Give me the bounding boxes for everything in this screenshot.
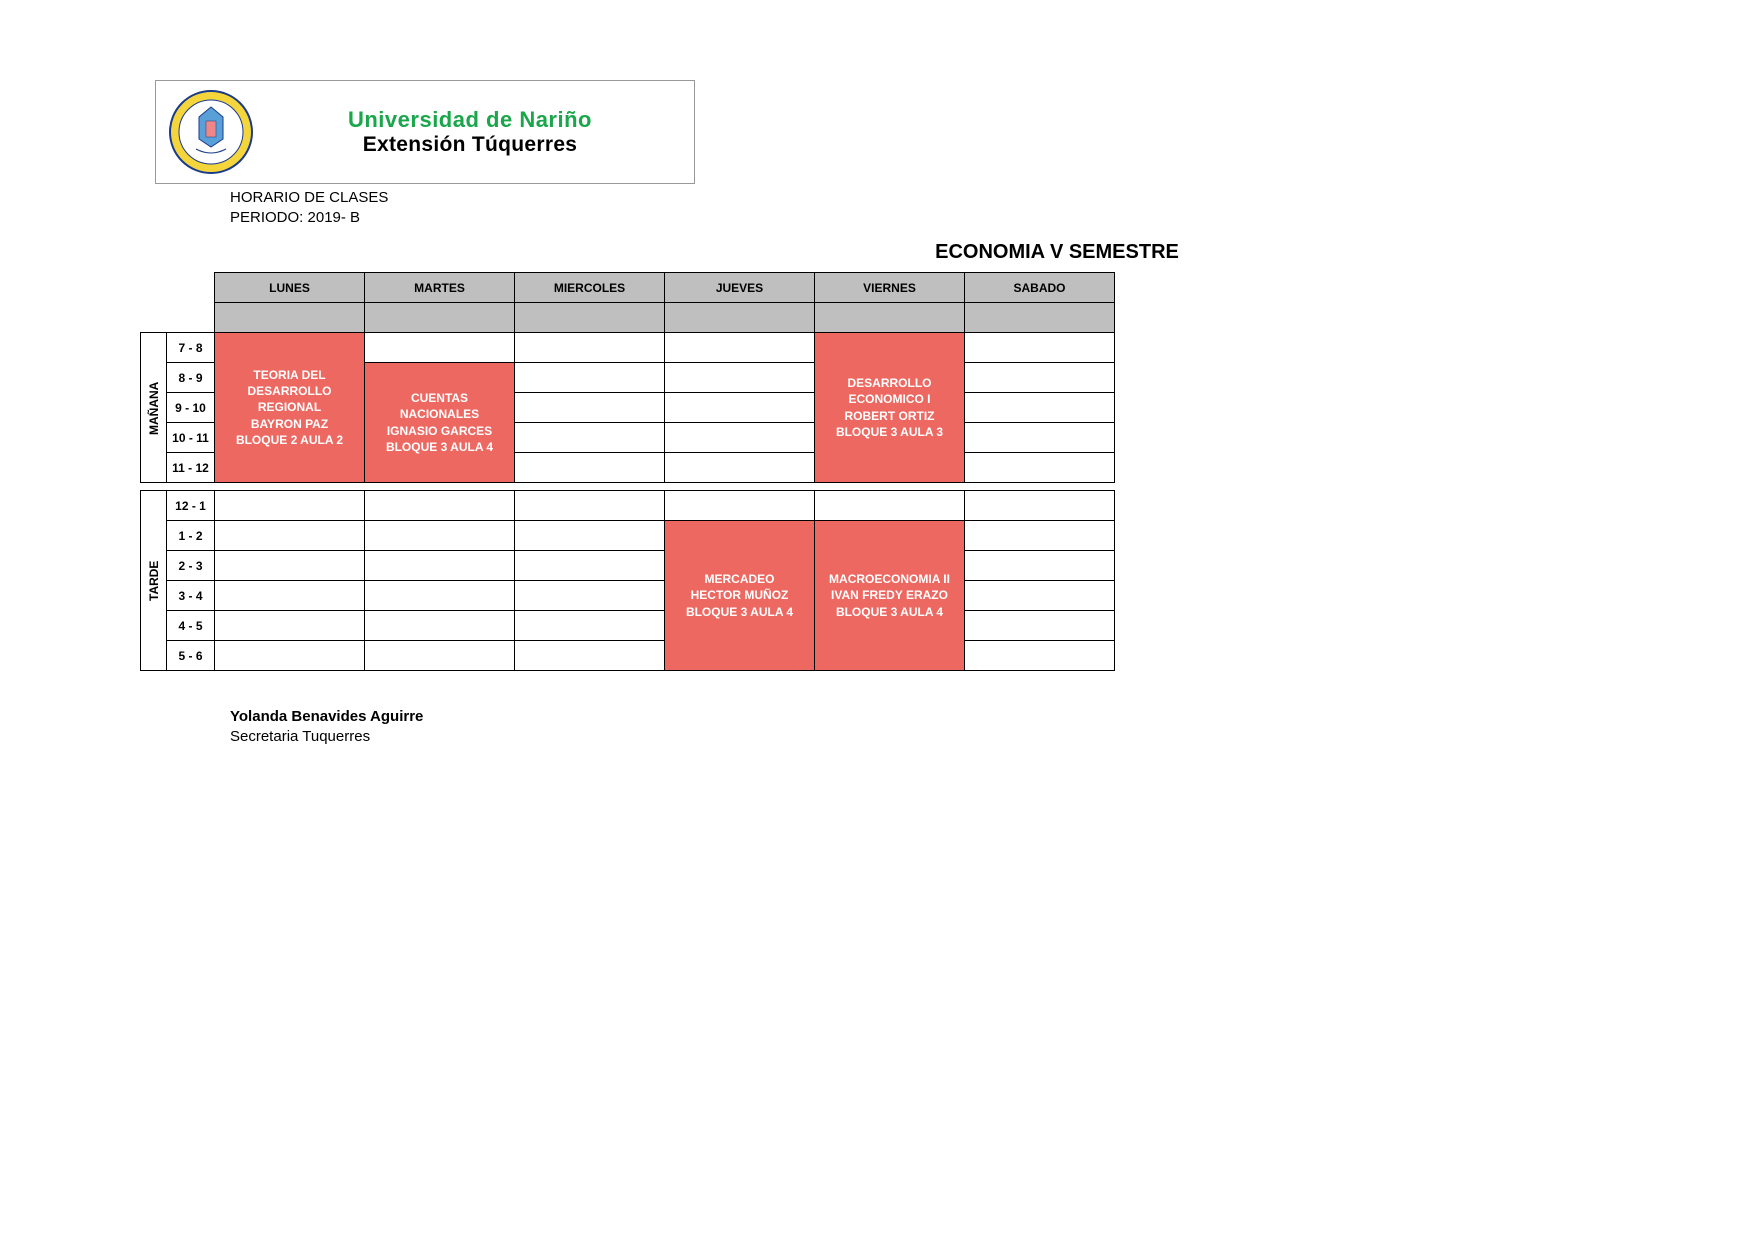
day-header: MIERCOLES — [515, 273, 665, 303]
schedule-title: ECONOMIA V SEMESTRE — [140, 241, 1614, 264]
header-box: Universidad de Nariño Extensión Túquerre… — [155, 80, 695, 184]
schedule-meta: HORARIO DE CLASES PERIODO: 2019- B — [230, 188, 1614, 227]
time-slot: 9 - 10 — [167, 393, 215, 423]
day-header: VIERNES — [815, 273, 965, 303]
class-block-teoria: TEORIA DEL DESARROLLO REGIONALBAYRON PAZ… — [215, 333, 365, 483]
university-name: Universidad de Nariño — [256, 107, 684, 133]
day-header: LUNES — [215, 273, 365, 303]
time-slot: 4 - 5 — [167, 611, 215, 641]
signer-role: Secretaria Tuquerres — [230, 727, 1614, 747]
time-slot: 1 - 2 — [167, 521, 215, 551]
extension-name: Extensión Túquerres — [256, 133, 684, 157]
class-block-mercadeo: MERCADEOHECTOR MUÑOZBLOQUE 3 AULA 4 — [665, 521, 815, 671]
time-slot: 10 - 11 — [167, 423, 215, 453]
session-label-morning: MAÑANA — [141, 333, 167, 483]
day-header: JUEVES — [665, 273, 815, 303]
schedule-table: LUNES MARTES MIERCOLES JUEVES VIERNES SA… — [140, 272, 1115, 671]
time-slot: 8 - 9 — [167, 363, 215, 393]
header-titles: Universidad de Nariño Extensión Túquerre… — [256, 107, 684, 157]
footer-signature: Yolanda Benavides Aguirre Secretaria Tuq… — [230, 707, 1614, 746]
time-slot: 11 - 12 — [167, 453, 215, 483]
time-slot: 2 - 3 — [167, 551, 215, 581]
signer-name: Yolanda Benavides Aguirre — [230, 707, 1614, 727]
day-header: MARTES — [365, 273, 515, 303]
session-label-afternoon: TARDE — [141, 491, 167, 671]
class-block-desarrollo: DESARROLLO ECONOMICO IROBERT ORTIZBLOQUE… — [815, 333, 965, 483]
day-header: SABADO — [965, 273, 1115, 303]
schedule-label: HORARIO DE CLASES — [230, 188, 1614, 208]
time-slot: 3 - 4 — [167, 581, 215, 611]
university-seal-icon — [166, 87, 256, 177]
time-slot: 7 - 8 — [167, 333, 215, 363]
time-slot: 5 - 6 — [167, 641, 215, 671]
period-label: PERIODO: 2019- B — [230, 208, 1614, 228]
class-block-cuentas: CUENTAS NACIONALESIGNASIO GARCESBLOQUE 3… — [365, 363, 515, 483]
time-slot: 12 - 1 — [167, 491, 215, 521]
class-block-macro: MACROECONOMIA IIIVAN FREDY ERAZOBLOQUE 3… — [815, 521, 965, 671]
